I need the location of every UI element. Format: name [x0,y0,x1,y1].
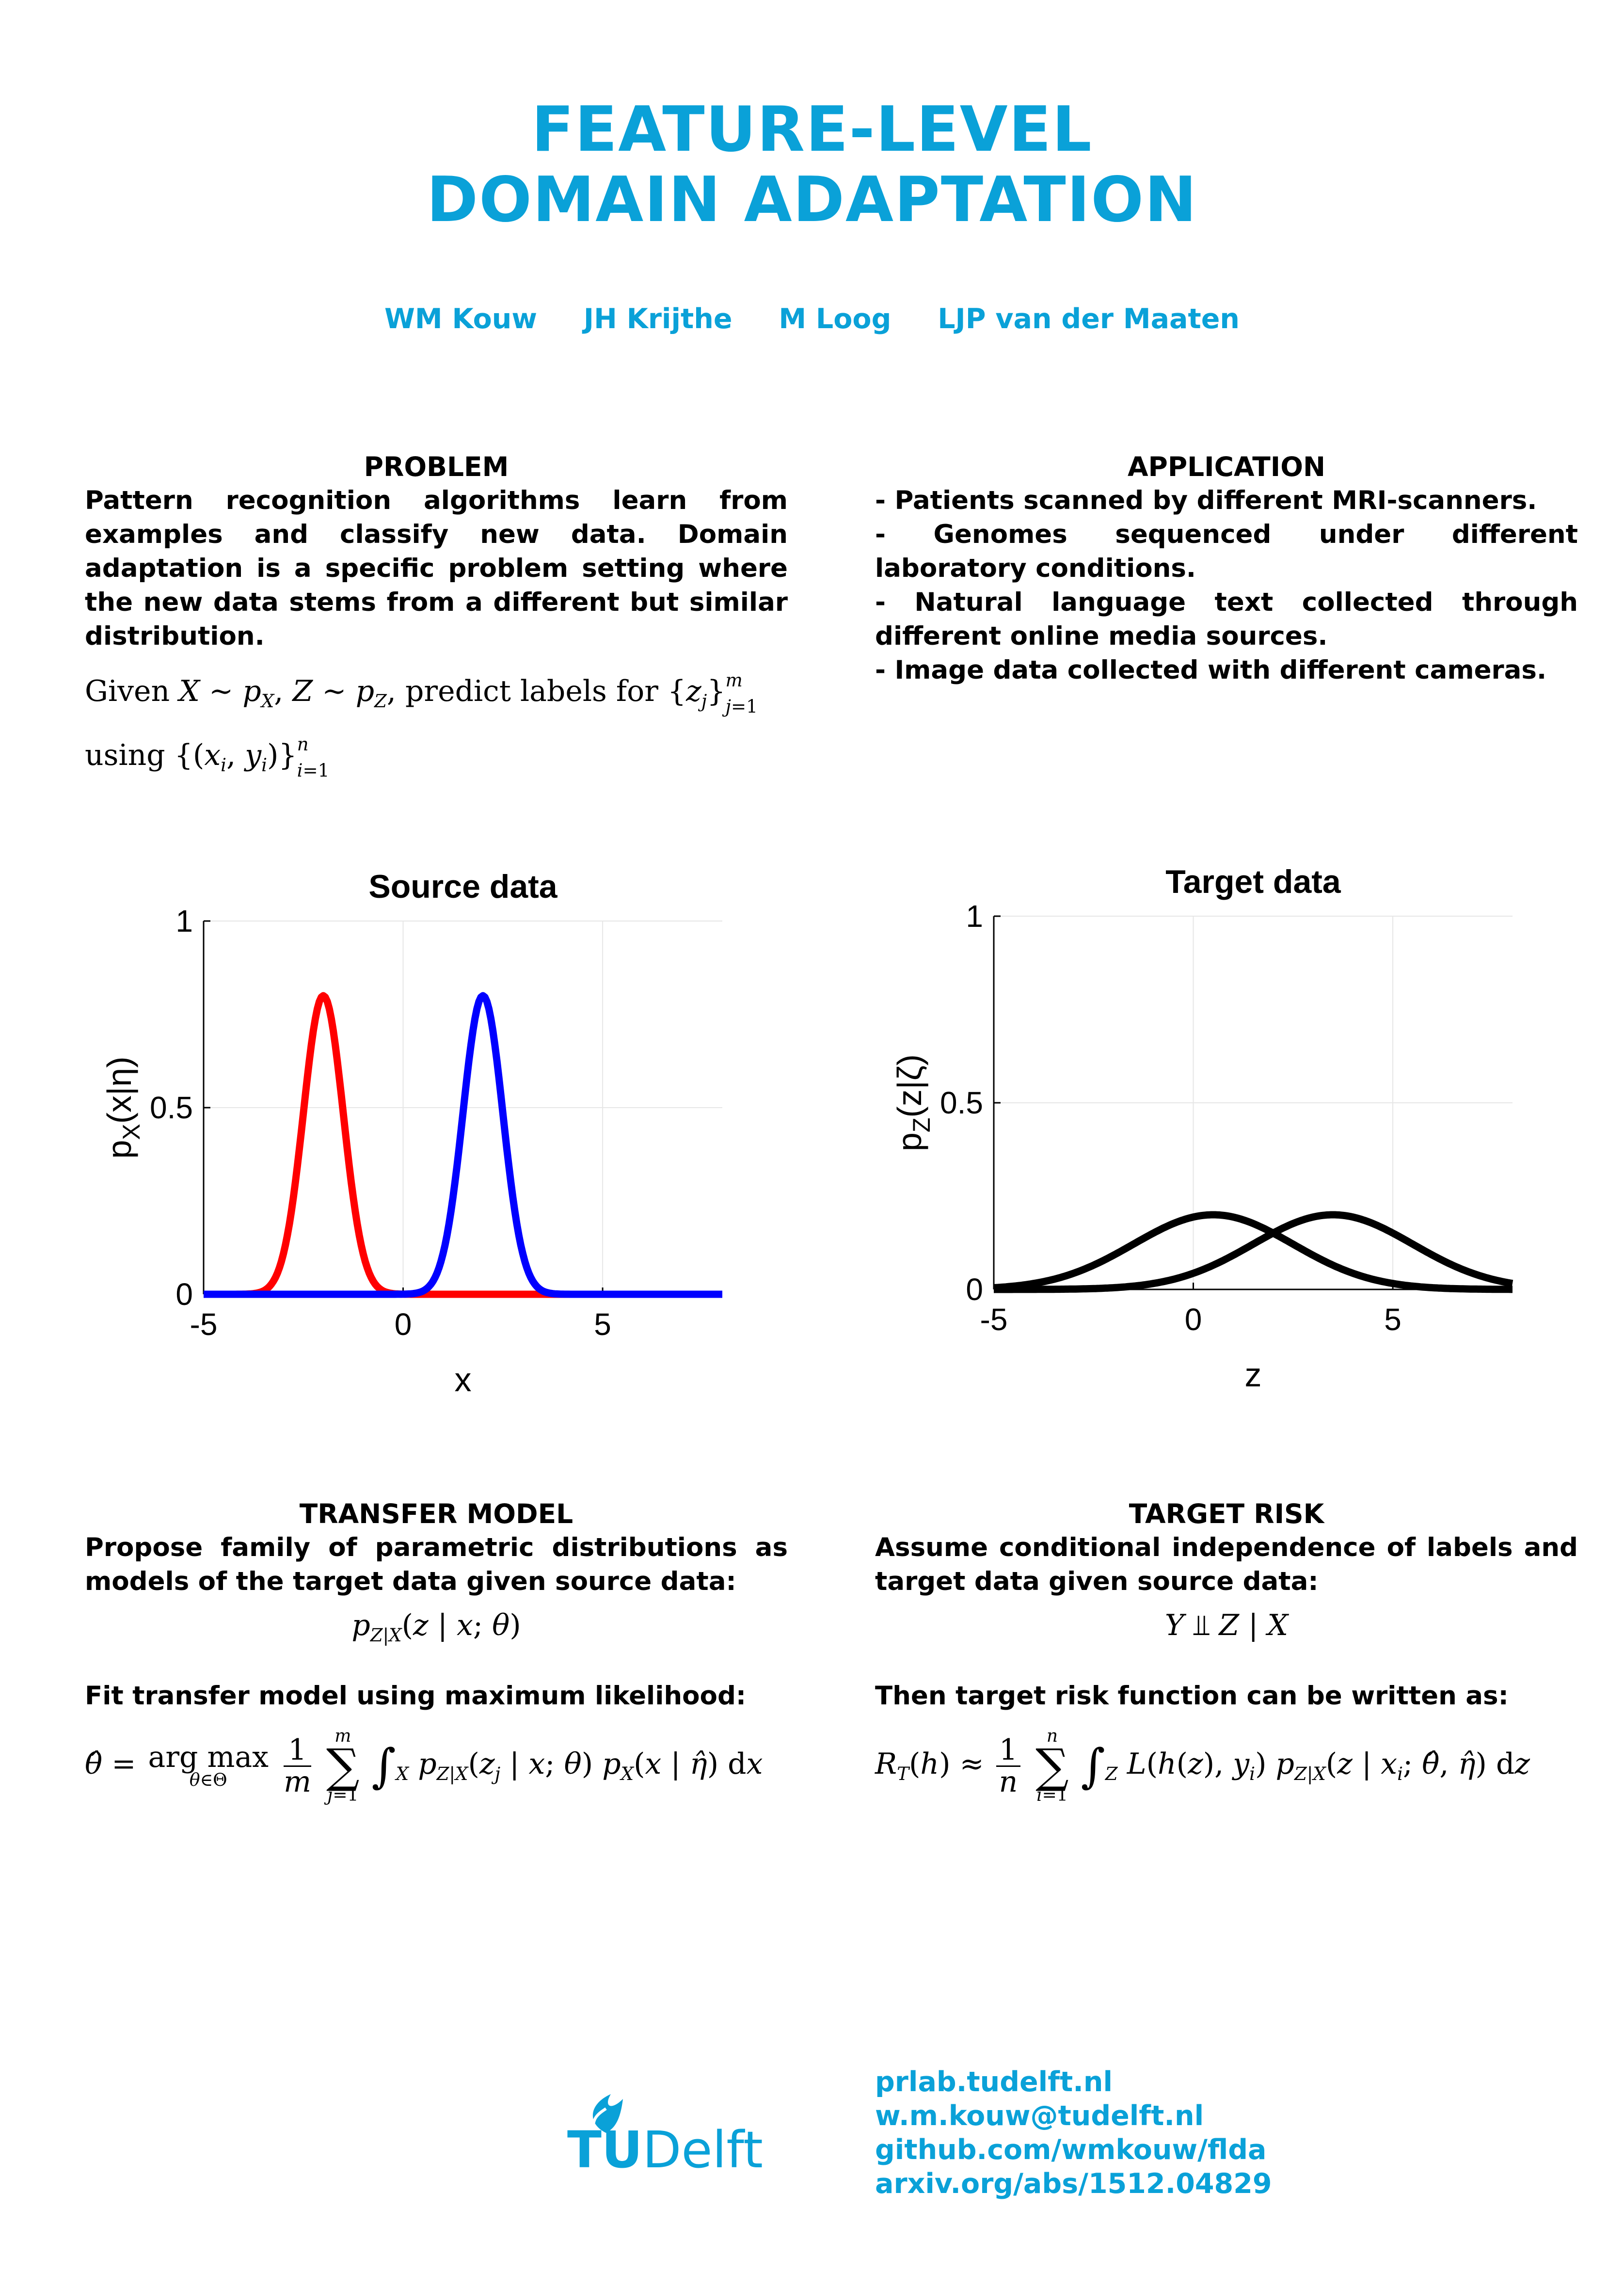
series-line-2 [992,1211,1514,1293]
y-tick-label: 0 [175,1277,193,1312]
application-item: - Natural language text collected throug… [875,588,1578,651]
y-axis-label: pZ(z|ζ) [891,1054,935,1151]
problem-section: PROBLEM Pattern recognition algorithms l… [85,450,788,792]
independence-equation: Y ⫫ Z | X [1164,1608,1289,1642]
target-risk-text-2: Then target risk function can be written… [875,1681,1509,1711]
y-tick-label: 0.5 [940,1085,983,1120]
problem-text: Pattern recognition algorithms learn fro… [85,486,788,651]
github-link[interactable]: github.com/wmkouw/flda [875,2134,1267,2166]
application-heading: APPLICATION [1127,451,1326,482]
author: LJP van der Maaten [938,303,1240,335]
flame-icon [592,2094,623,2133]
transfer-model-text: Propose family of parametric distributio… [85,1533,788,1596]
x-tick-label: 5 [1384,1302,1401,1337]
target-risk-text: Assume conditional independence of label… [875,1533,1578,1596]
application-section: APPLICATION - Patients scanned by differ… [875,450,1578,687]
series-line-1 [992,1211,1514,1293]
application-item: - Image data collected with different ca… [875,655,1547,685]
transfer-model-text-2: Fit transfer model using maximum likelih… [85,1681,747,1711]
source-chart-title: Source data [368,868,557,905]
target-risk-heading: TARGET RISK [1129,1498,1324,1529]
y-tick-label: 1 [175,904,193,938]
logo-text-tu: TU [567,2120,643,2179]
transfer-model-equation: pZ|X(z | x; θ) [351,1608,521,1646]
problem-math: Given X ∼ pX, Z ∼ pZ, predict labels for… [85,669,758,781]
problem-heading: PROBLEM [364,451,509,482]
links-list: prlab.tudelft.nl w.m.kouw@tudelft.nl git… [875,2065,1272,2201]
y-tick-label: 0.5 [150,1090,193,1125]
poster-title: FEATURE-LEVEL DOMAIN ADAPTATION [0,95,1624,235]
target-risk-section: TARGET RISK Assume conditional independe… [875,1497,1578,1804]
x-tick-label: -5 [190,1307,218,1342]
author: M Loog [779,303,892,335]
transfer-model-heading: TRANSFER MODEL [299,1498,573,1529]
author-list: WM Kouw JH Krijthe M Loog LJP van der Ma… [0,303,1624,335]
author: JH Krijthe [583,303,732,335]
x-tick-label: 0 [1185,1302,1202,1337]
email-link[interactable]: w.m.kouw@tudelft.nl [875,2100,1204,2132]
x-tick-label: -5 [980,1302,1008,1337]
x-axis-label: x [455,1361,472,1398]
website-link[interactable]: prlab.tudelft.nl [875,2066,1113,2098]
x-axis-label: z [1245,1356,1262,1394]
y-tick-label: 0 [966,1272,983,1307]
author: WM Kouw [384,303,538,335]
x-tick-label: 5 [594,1307,611,1342]
logo-text-delft: Delft [642,2120,763,2179]
application-item: - Genomes sequenced under different labo… [875,520,1578,583]
arxiv-link[interactable]: arxiv.org/abs/1512.04829 [875,2168,1272,2200]
y-axis-label: pX(x|η) [100,1056,145,1159]
title-line-1: FEATURE-LEVEL [531,94,1093,166]
target-chart-title: Target data [1165,863,1341,900]
application-item: - Patients scanned by different MRI-scan… [875,486,1537,515]
y-tick-label: 1 [966,899,983,934]
x-tick-label: 0 [395,1307,412,1342]
transfer-model-section: TRANSFER MODEL Propose family of paramet… [85,1497,788,1804]
series-line-2 [202,992,724,1298]
title-line-2: DOMAIN ADAPTATION [426,164,1198,236]
